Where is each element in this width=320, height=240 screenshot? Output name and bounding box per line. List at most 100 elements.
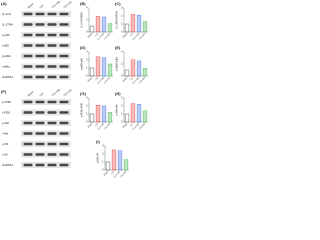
- blot-band: [59, 12, 69, 16]
- y-tick-label: 4: [121, 51, 123, 54]
- blot-band: [35, 54, 45, 58]
- bar: [136, 60, 142, 77]
- panel-label: (B): [80, 1, 86, 6]
- y-axis-title: p-Akt/t-Akt: [116, 104, 119, 115]
- bar: [123, 159, 129, 171]
- blot-band: [47, 121, 57, 125]
- y-tick-label: 1: [121, 23, 123, 26]
- bar: [124, 113, 130, 123]
- y-tick-label: 1: [86, 113, 88, 116]
- blot-strip: [21, 21, 71, 28]
- blot-band: [47, 163, 57, 167]
- y-tick-label: 2: [102, 153, 104, 156]
- lane-label: CCI+Veh: [51, 0, 62, 9]
- y-axis-title: p-S6/t-S6: [97, 152, 100, 162]
- x-tick-label: CCI+Veh: [97, 77, 105, 85]
- panel-label: (H): [115, 91, 121, 96]
- x-tick-label: CCI+Veh: [132, 33, 140, 41]
- bar: [89, 113, 95, 123]
- blot-band: [59, 44, 69, 47]
- blot-band: [59, 153, 69, 156]
- bar: [89, 67, 95, 77]
- x-tick-label: Sham: [123, 77, 129, 83]
- protein-label: p-p65: [2, 33, 10, 37]
- blot-band: [23, 65, 33, 68]
- blot-band: [59, 132, 69, 135]
- x-tick-label: Sham: [88, 123, 94, 129]
- x-tick-label: Sham: [88, 33, 94, 39]
- panel-label: (D): [80, 45, 86, 50]
- blot-strip: [21, 141, 71, 147]
- blot-strip: [21, 130, 71, 137]
- blot-band: [59, 75, 69, 79]
- x-tick-label: CCI+Inh: [104, 33, 112, 41]
- blot-band: [35, 33, 45, 37]
- panel-label: (I): [96, 139, 100, 144]
- x-tick-label: CCI: [95, 77, 99, 81]
- y-tick-label: 1: [121, 113, 123, 116]
- bar: [124, 69, 130, 77]
- blot-band: [23, 54, 33, 58]
- blot-band: [23, 111, 33, 114]
- y-tick-label: 3: [86, 97, 88, 100]
- protein-label: IL-17A: [2, 12, 11, 16]
- blot-band: [47, 75, 57, 79]
- lane-label: CCI: [39, 3, 45, 9]
- blot-band: [47, 23, 57, 26]
- protein-label: t-p65: [2, 43, 9, 47]
- bar: [107, 63, 113, 77]
- blot-band: [47, 153, 57, 156]
- protein-label: GAPDH: [2, 75, 13, 79]
- protein-label: t-PI3K: [2, 110, 10, 114]
- protein-label: p-IκBα: [2, 54, 11, 58]
- bar: [124, 23, 130, 33]
- blot-band: [23, 100, 33, 104]
- blot-strip: [21, 11, 71, 17]
- bar: [105, 161, 111, 171]
- x-tick-label: CCI+Veh: [132, 77, 140, 85]
- blot-band: [35, 23, 45, 26]
- blot-band: [47, 100, 57, 104]
- y-axis-title: IL-17A/GAPDH: [81, 12, 84, 28]
- y-axis-title: IL-17RA/GAPDH: [116, 11, 119, 29]
- y-tick-label: 3: [102, 145, 104, 148]
- blot-band: [59, 121, 69, 125]
- y-tick-label: 3: [121, 7, 123, 10]
- blot-band: [23, 132, 33, 135]
- blot-band: [35, 12, 45, 16]
- y-tick-label: 0: [86, 31, 88, 34]
- blot-band: [59, 100, 69, 104]
- x-tick-label: CCI+Inh: [104, 77, 112, 85]
- blot-strip: [21, 151, 71, 158]
- x-tick-label: CCI+Inh: [139, 77, 147, 85]
- bar: [107, 112, 113, 123]
- bar: [130, 103, 136, 123]
- blot-band: [35, 111, 45, 114]
- bar: [136, 14, 142, 33]
- bar: [136, 104, 142, 123]
- blot-band: [47, 12, 57, 16]
- protein-label: GAPDH: [2, 163, 13, 167]
- blot-band: [35, 44, 45, 47]
- x-tick-label: Sham: [123, 33, 129, 39]
- blot-strip: [21, 53, 71, 59]
- x-tick-label: CCI+Inh: [139, 33, 147, 41]
- blot-band: [59, 54, 69, 58]
- x-tick-label: CCI+Inh: [104, 123, 112, 131]
- bar: [95, 56, 101, 77]
- x-tick-label: CCI+Veh: [97, 123, 105, 131]
- bar: [89, 25, 95, 33]
- x-tick-label: Sham: [123, 123, 129, 129]
- y-tick-label: 0: [86, 121, 88, 124]
- bar: [142, 21, 148, 33]
- x-tick-label: Sham: [88, 77, 94, 83]
- x-tick-label: CCI+Inh: [120, 171, 128, 179]
- blot-band: [47, 65, 57, 68]
- blot-strip: [21, 162, 71, 168]
- panel-label: (A): [1, 1, 7, 6]
- protein-label: t-S6: [2, 152, 8, 156]
- bar: [111, 149, 117, 171]
- blot-band: [47, 33, 57, 37]
- x-tick-label: Sham: [104, 171, 110, 177]
- x-tick-label: CCI: [95, 33, 99, 37]
